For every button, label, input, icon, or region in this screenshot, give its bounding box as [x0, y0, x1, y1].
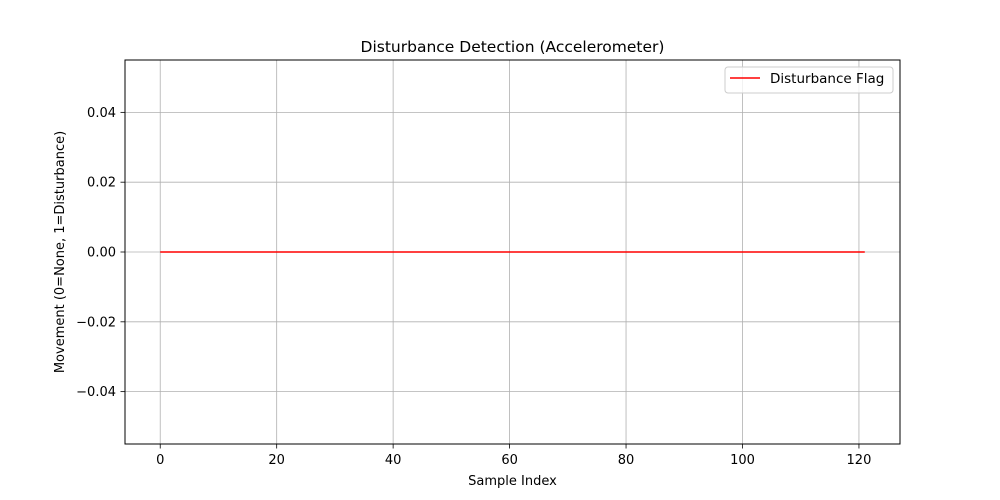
y-tick-label: 0.02 — [87, 176, 116, 191]
x-tick-label: 0 — [156, 453, 164, 468]
x-tick-label: 120 — [847, 453, 872, 468]
x-tick-label: 20 — [268, 453, 285, 468]
y-tick-label: 0.00 — [87, 246, 116, 261]
chart-title: Disturbance Detection (Accelerometer) — [361, 38, 665, 56]
legend-box — [724, 66, 894, 94]
y-tick-label: −0.02 — [76, 315, 116, 330]
x-tick-label: 80 — [618, 453, 635, 468]
y-axis-label: Movement (0=None, 1=Disturbance) — [53, 131, 68, 373]
x-tick-label: 100 — [730, 453, 755, 468]
x-tick-label: 60 — [501, 453, 518, 468]
legend-entry-disturbance-flag: Disturbance Flag — [770, 71, 884, 87]
x-axis-ticks: 0 20 40 60 80 100 120 — [156, 444, 871, 468]
y-tick-label: −0.04 — [76, 385, 116, 400]
x-tick-label: 40 — [385, 453, 402, 468]
x-axis-label: Sample Index — [468, 474, 557, 489]
y-axis-ticks: 0.04 0.02 0.00 −0.02 −0.04 — [76, 106, 125, 400]
legend: Disturbance Flag — [724, 66, 894, 94]
y-tick-label: 0.04 — [87, 106, 116, 121]
